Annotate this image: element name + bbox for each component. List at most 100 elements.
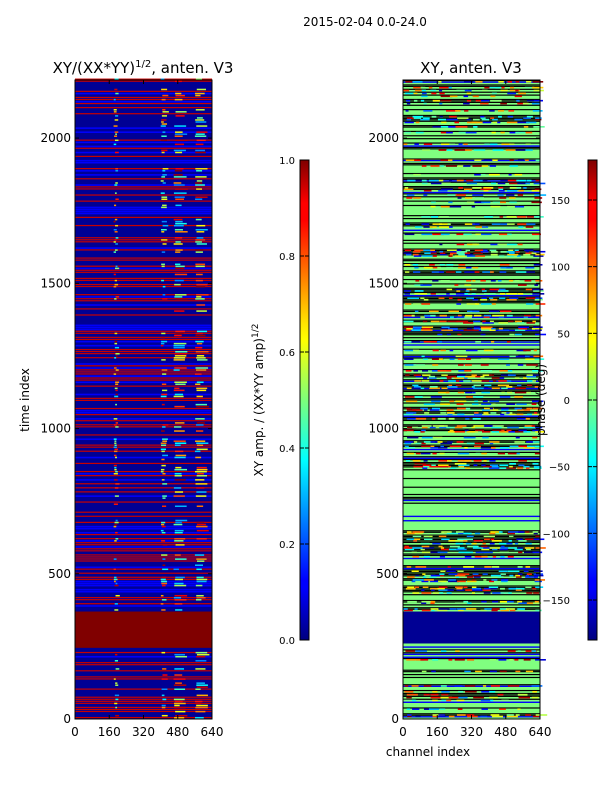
heatmap-cell <box>403 429 414 432</box>
heatmap-cell <box>447 223 451 225</box>
heatmap-cell <box>174 468 188 471</box>
heatmap-row <box>403 461 540 464</box>
colorbar-tick-label: −100 <box>543 529 570 540</box>
heatmap-cell <box>526 548 531 551</box>
heatmap-cell <box>196 704 208 707</box>
heatmap-cell <box>471 374 477 376</box>
heatmap-row <box>403 296 540 298</box>
heatmap-row <box>403 565 540 567</box>
heatmap-cell <box>115 383 119 386</box>
heatmap-cell <box>500 409 509 411</box>
heatmap-cell <box>162 564 166 566</box>
heatmap-cell <box>491 566 500 568</box>
y-tick-label: 2000 <box>368 131 399 145</box>
heatmap-cell <box>412 426 418 429</box>
heatmap-cell <box>194 92 205 95</box>
heatmap-cell <box>196 188 203 190</box>
heatmap-cell <box>507 81 513 83</box>
heatmap-cell <box>516 576 522 578</box>
heatmap-cell <box>406 118 412 121</box>
heatmap-cell <box>437 266 441 269</box>
heatmap-cell <box>439 252 446 254</box>
heatmap-cell <box>500 555 505 558</box>
heatmap-cell <box>506 194 515 196</box>
heatmap-cell <box>500 102 507 105</box>
heatmap-row <box>75 548 212 550</box>
heatmap-cell <box>432 349 439 352</box>
y-tick-label: 500 <box>376 567 399 581</box>
heatmap-cell <box>489 409 499 411</box>
heatmap-cell <box>161 464 166 467</box>
heatmap-cell <box>174 283 181 286</box>
heatmap-cell <box>174 674 183 676</box>
heatmap-cell <box>490 95 496 98</box>
heatmap-cell <box>414 293 424 295</box>
heatmap-cell <box>456 589 465 591</box>
heatmap-cell <box>429 377 437 379</box>
heatmap-cell <box>403 413 414 416</box>
heatmap-cell <box>491 715 503 718</box>
heatmap-cell <box>535 159 541 162</box>
heatmap-cell <box>473 252 483 254</box>
heatmap-cell <box>429 385 438 388</box>
heatmap-cell <box>499 464 509 466</box>
heatmap-cell <box>499 531 503 533</box>
heatmap-cell <box>406 532 417 535</box>
heatmap-row <box>75 655 212 658</box>
heatmap-cell <box>195 168 208 170</box>
heatmap-row <box>75 662 212 664</box>
heatmap-cell <box>514 542 519 545</box>
heatmap-row <box>75 90 212 92</box>
heatmap-cell <box>526 384 533 387</box>
heatmap-cell <box>516 179 526 182</box>
heatmap-cell <box>489 310 500 313</box>
heatmap-cell <box>175 710 186 713</box>
amplitude-colorbar-label: XY amp. / (XX*YY amp)1/2 <box>251 324 266 477</box>
heatmap-row <box>403 411 540 413</box>
heatmap-cell <box>173 487 182 489</box>
heatmap-cell <box>483 412 489 414</box>
heatmap-cell <box>430 600 436 603</box>
heatmap-cell <box>475 255 486 257</box>
heatmap-cell <box>414 310 419 313</box>
heatmap-cell <box>175 241 181 243</box>
heatmap-cell <box>509 445 519 448</box>
heatmap-cell <box>432 592 443 594</box>
heatmap-cell <box>429 263 435 266</box>
heatmap-cell <box>405 370 412 372</box>
heatmap-cell <box>532 441 540 443</box>
heatmap-cell <box>439 165 444 167</box>
heatmap-cell <box>492 380 497 382</box>
heatmap-cell <box>448 384 453 387</box>
heatmap-row <box>403 260 540 262</box>
heatmap-row <box>403 100 540 102</box>
heatmap-cell <box>518 573 523 575</box>
heatmap-row <box>75 418 212 420</box>
heatmap-cell <box>195 241 202 243</box>
heatmap-cell <box>507 233 512 236</box>
heatmap-row <box>403 464 540 467</box>
heatmap-cell <box>174 540 184 542</box>
heatmap-cell <box>196 538 207 540</box>
heatmap-cell <box>439 226 450 228</box>
heatmap-cell <box>412 327 421 330</box>
heatmap-cell <box>526 375 537 378</box>
heatmap-cell <box>482 290 487 292</box>
heatmap-cell <box>196 330 208 333</box>
heatmap-cell <box>438 446 448 449</box>
heatmap-cell <box>532 380 536 382</box>
heatmap-cell <box>482 436 489 439</box>
heatmap-cell <box>457 117 469 119</box>
heatmap-cell <box>175 655 188 658</box>
heatmap-cell <box>509 182 518 185</box>
heatmap-cell <box>507 374 516 376</box>
heatmap-row <box>403 287 540 289</box>
heatmap-row <box>403 94 540 96</box>
heatmap-row <box>403 390 540 392</box>
heatmap-cell <box>506 340 511 343</box>
heatmap-cell <box>514 430 527 433</box>
heatmap-cell <box>507 555 514 558</box>
heatmap-cell <box>456 425 467 427</box>
heatmap-cell <box>524 425 534 427</box>
heatmap-cell <box>406 693 413 696</box>
